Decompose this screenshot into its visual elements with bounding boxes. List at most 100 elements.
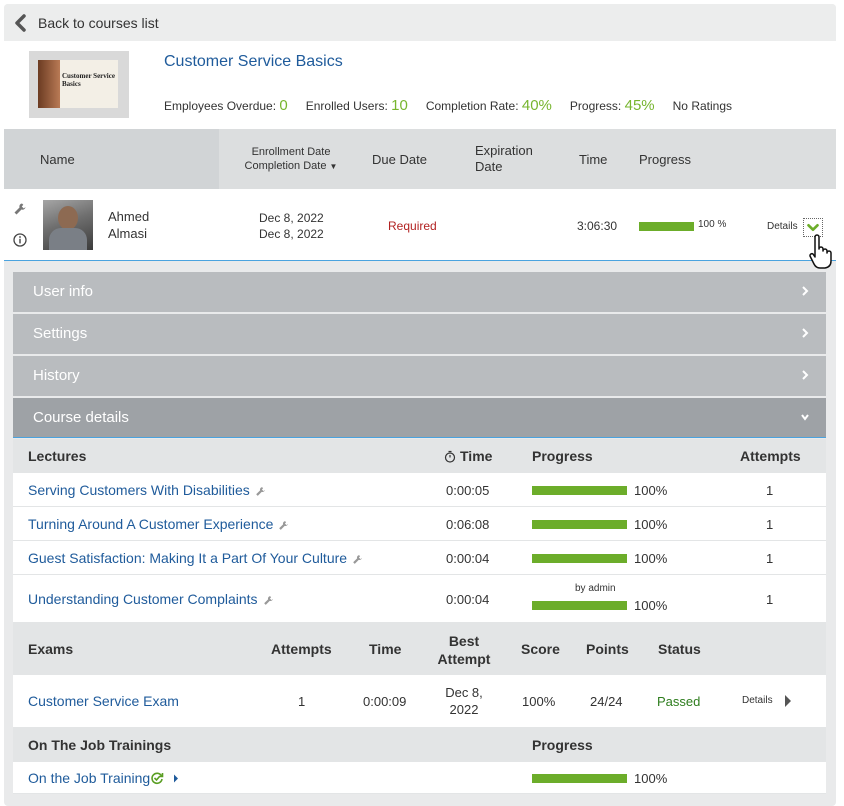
user-time: 3:06:30	[577, 219, 618, 233]
lecture-progress-bar	[532, 486, 627, 495]
stat-completion-label: Completion Rate:	[425, 99, 519, 113]
lectures-col-time: Time	[460, 448, 493, 464]
trainings-header: On The Job Trainings Progress	[13, 728, 826, 762]
course-title[interactable]: Customer Service Basics	[164, 53, 343, 70]
stat-progress-label: Progress:	[569, 99, 622, 113]
lecture-progress-bar	[532, 601, 627, 610]
col-progress[interactable]: Progress	[639, 152, 692, 167]
accordion-course-details[interactable]: Course details	[13, 398, 826, 438]
col-expiration-date[interactable]: Expiration Date	[475, 143, 533, 174]
col-enrollment-date[interactable]: Enrollment Date Completion Date ▼	[236, 145, 346, 174]
accordion-settings-label: Settings	[33, 325, 88, 342]
trainings-col-progress: Progress	[532, 737, 593, 753]
accordion-settings[interactable]: Settings	[13, 314, 826, 354]
stat-progress-value: 45%	[624, 97, 655, 114]
lecture-attempts: 1	[766, 483, 774, 498]
chevron-left-icon	[15, 13, 26, 32]
name-header-cell[interactable]	[4, 129, 219, 189]
details-toggle-button[interactable]	[803, 218, 823, 237]
lecture-attempts: 1	[766, 551, 774, 566]
chevron-right-icon	[802, 286, 809, 296]
chevron-right-icon	[802, 370, 809, 380]
wrench-icon[interactable]	[255, 486, 266, 497]
user-first-name: Ahmed	[108, 209, 150, 224]
caret-right-icon[interactable]	[784, 694, 792, 708]
col-enrollment-date-label: Enrollment Date	[251, 146, 331, 158]
thumbnail-face	[38, 60, 60, 108]
exam-attempts: 1	[298, 694, 306, 709]
avatar-head	[58, 206, 78, 230]
lecture-progress-note: by admin	[575, 583, 616, 594]
lecture-row: Understanding Customer Complaints 0:00:0…	[13, 575, 826, 623]
lecture-attempts: 1	[766, 592, 774, 607]
col-due-date[interactable]: Due Date	[372, 152, 427, 167]
caret-right-icon[interactable]	[173, 774, 179, 783]
lecture-title: Guest Satisfaction: Making It a Part Of …	[28, 550, 348, 566]
accordion-course-details-label: Course details	[33, 409, 129, 426]
lecture-row: Turning Around A Customer Experience 0:0…	[13, 507, 826, 541]
training-progress-text: 100%	[634, 771, 668, 786]
lecture-title-link[interactable]: Guest Satisfaction: Making It a Part Of …	[28, 550, 363, 566]
lecture-time: 0:00:04	[446, 551, 490, 566]
stat-enrolled-value: 10	[391, 97, 408, 114]
stat-enrolled: Enrolled Users: 10	[306, 97, 408, 114]
col-completion-date: Completion Date ▼	[236, 159, 346, 174]
user-progress-bar	[639, 222, 694, 231]
lecture-title-link[interactable]: Turning Around A Customer Experience	[28, 516, 289, 532]
user-last-name: Almasi	[108, 226, 148, 241]
accordion-user-info[interactable]: User info	[13, 272, 826, 312]
stat-progress: Progress: 45%	[570, 97, 655, 114]
user-name: Ahmed Almasi	[108, 208, 178, 242]
stat-completion: Completion Rate: 40%	[426, 97, 552, 114]
training-row: On the Job Training 100%	[13, 762, 826, 794]
lecture-title: Serving Customers With Disabilities	[28, 482, 250, 498]
wrench-icon[interactable]	[13, 202, 27, 216]
accordion-user-info-label: User info	[33, 283, 94, 300]
course-thumbnail[interactable]: Customer Service Basics	[29, 51, 129, 118]
exams-col-points: Points	[586, 641, 629, 657]
lecture-progress-text: 100%	[634, 551, 668, 566]
avatar-body	[49, 228, 87, 250]
lecture-title-link[interactable]: Serving Customers With Disabilities	[28, 482, 266, 498]
exam-points: 24/24	[590, 694, 623, 709]
avatar	[43, 200, 93, 250]
user-completion-date: Dec 8, 2022	[259, 227, 324, 241]
user-dates: Dec 8, 2022 Dec 8, 2022	[259, 210, 324, 242]
exams-col-best-attempt: Best Attempt	[437, 633, 491, 667]
wrench-icon[interactable]	[352, 554, 363, 565]
lecture-progress-text: 100%	[634, 483, 668, 498]
exams-col-attempts: Attempts	[271, 641, 332, 657]
stat-overdue: Employees Overdue: 0	[164, 97, 288, 114]
col-time[interactable]: Time	[579, 152, 608, 167]
wrench-icon[interactable]	[263, 595, 274, 606]
accordion-history[interactable]: History	[13, 356, 826, 396]
training-title-link[interactable]: On the Job Training	[28, 770, 151, 786]
chevron-down-icon	[801, 414, 809, 421]
users-table-header: Name Enrollment Date Completion Date ▼ D…	[4, 129, 836, 189]
col-name[interactable]: Name	[40, 152, 75, 167]
training-progress-bar	[532, 774, 627, 783]
stat-overdue-value: 0	[279, 97, 288, 114]
lectures-col-progress: Progress	[532, 448, 593, 464]
stat-ratings: No Ratings	[672, 99, 733, 113]
lectures-col-name: Lectures	[28, 448, 87, 464]
exam-row: Customer Service Exam 1 0:00:09 Dec 8, 2…	[13, 675, 826, 728]
exams-col-status: Status	[658, 641, 701, 657]
user-details-label[interactable]: Details	[767, 221, 798, 232]
exam-time: 0:00:09	[363, 694, 407, 709]
course-stats: Employees Overdue: 0 Enrolled Users: 10 …	[164, 97, 750, 114]
lecture-progress-bar	[532, 520, 627, 529]
lecture-title-link[interactable]: Understanding Customer Complaints	[28, 591, 274, 607]
info-icon[interactable]	[13, 233, 27, 247]
exams-col-time: Time	[369, 641, 402, 657]
exam-title-link[interactable]: Customer Service Exam	[28, 693, 179, 709]
exam-details-link[interactable]: Details	[742, 695, 773, 706]
lecture-progress-text: 100%	[634, 517, 668, 532]
refresh-check-icon[interactable]	[150, 771, 164, 785]
stat-completion-value: 40%	[521, 97, 552, 114]
wrench-icon[interactable]	[278, 520, 289, 531]
stopwatch-icon	[444, 450, 456, 463]
lecture-time: 0:00:04	[446, 592, 490, 607]
back-to-courses-link[interactable]: Back to courses list	[4, 4, 836, 41]
lectures-header: Lectures Time Progress Attempts	[13, 439, 826, 473]
